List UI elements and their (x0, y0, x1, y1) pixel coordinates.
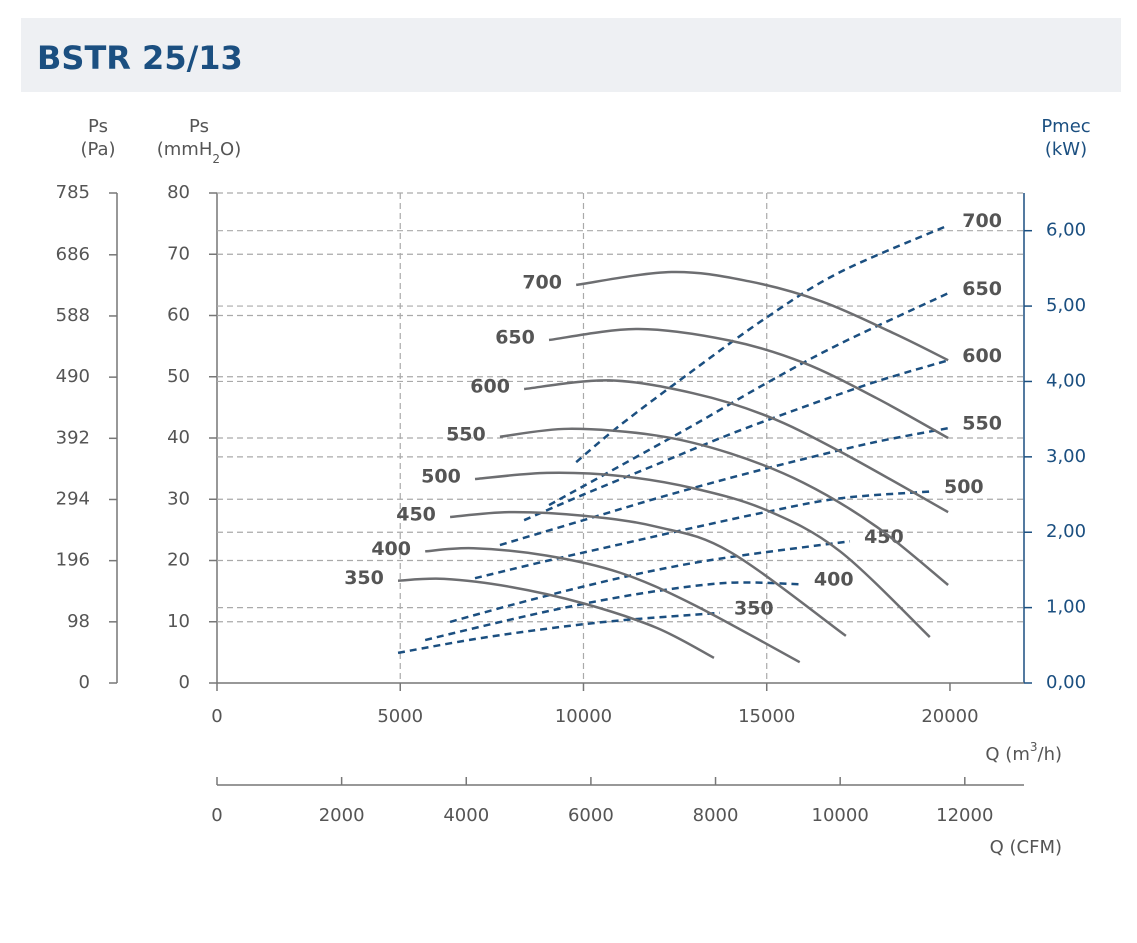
y2-tick-label: 5,00 (1046, 295, 1086, 316)
x-tick-label: 15000 (738, 706, 795, 727)
x-tick-label: 10000 (555, 706, 612, 727)
x-cfm-tick-label: 8000 (693, 805, 739, 826)
power-curve-label: 550 (962, 413, 1002, 435)
x-label-part: Q (m (985, 744, 1029, 765)
y-pa-tick-label: 0 (79, 672, 90, 693)
power-curve (397, 611, 720, 655)
y2-tick-label: 4,00 (1046, 370, 1086, 391)
y-tick-label: 30 (167, 488, 190, 509)
y-tick-label: 40 (167, 427, 190, 448)
y-unit-part: O) (220, 139, 241, 160)
y-tick-label: 10 (167, 611, 190, 632)
y-tick-label: 60 (167, 305, 190, 326)
x-tick-label: 20000 (921, 706, 978, 727)
pressure-curve (474, 471, 931, 638)
pressure-curve (397, 577, 715, 659)
power-curve (575, 224, 949, 464)
x-label-part: /h) (1038, 744, 1063, 765)
y2-name: Pmec (1041, 116, 1090, 137)
y-tick-label: 70 (167, 243, 190, 264)
y-unit-part: (mmH (157, 139, 213, 160)
pressure-curve-label: 650 (495, 327, 535, 349)
x-tick-label: 0 (211, 706, 222, 727)
power-curve (424, 581, 800, 642)
y-unit-sub: 2 (212, 152, 220, 166)
power-curve (449, 540, 851, 624)
pressure-curve-label: 600 (470, 376, 510, 398)
pressure-curve (548, 327, 949, 440)
power-curve (548, 292, 949, 507)
x-cfm-tick-label: 12000 (936, 805, 993, 826)
power-curve (499, 426, 949, 547)
power-curve-label: 400 (814, 569, 854, 591)
y2-tick-label: 2,00 (1046, 521, 1086, 542)
power-curve-label: 600 (962, 345, 1002, 367)
y-tick-label: 50 (167, 366, 190, 387)
y-tick-label: 0 (179, 672, 190, 693)
y-pa-tick-label: 785 (56, 182, 90, 203)
x-cfm-tick-label: 10000 (812, 805, 869, 826)
x-cfm-tick-label: 4000 (443, 805, 489, 826)
pressure-curve-label: 350 (344, 567, 384, 589)
power-curve-label: 650 (962, 278, 1002, 300)
pressure-curve-label: 450 (396, 504, 436, 526)
y-pa-unit: (Pa) (80, 139, 115, 160)
y-pa-tick-label: 392 (56, 427, 90, 448)
x-cfm-label: Q (CFM) (990, 837, 1062, 858)
y-pa-name: Ps (88, 116, 108, 137)
header-bar (21, 18, 1121, 92)
pressure-curve (499, 427, 949, 586)
y-tick-label: 20 (167, 550, 190, 571)
x-cfm-tick-label: 0 (211, 805, 222, 826)
y-pa-tick-label: 196 (56, 550, 90, 571)
pressure-curve (523, 379, 949, 514)
pressure-curve-label: 700 (522, 271, 562, 293)
y-pa-tick-label: 686 (56, 244, 90, 265)
x-cfm-tick-label: 6000 (568, 805, 614, 826)
y2-tick-label: 1,00 (1046, 597, 1086, 618)
x-label: Q (m3/h) (985, 740, 1062, 766)
pressure-curve (425, 546, 801, 664)
power-curve-label: 450 (864, 526, 904, 548)
pressure-curve-label: 500 (421, 466, 461, 488)
power-curve-label: 500 (944, 476, 984, 498)
y-name: Ps (189, 116, 209, 137)
y2-tick-label: 6,00 (1046, 220, 1086, 241)
power-curve (523, 359, 949, 522)
x-tick-label: 5000 (377, 706, 423, 727)
y-pa-tick-label: 588 (56, 305, 90, 326)
power-curve-label: 700 (962, 210, 1002, 232)
pressure-curve-label: 400 (371, 538, 411, 560)
pressure-curve (449, 510, 847, 637)
x-label-sup: 3 (1030, 740, 1038, 754)
power-curve (474, 490, 930, 580)
pressure-curve (575, 270, 949, 362)
y2-tick-label: 0,00 (1046, 672, 1086, 693)
y2-tick-label: 3,00 (1046, 446, 1086, 467)
x-cfm-tick-label: 2000 (319, 805, 365, 826)
y-unit: (mmH2O) (157, 139, 241, 166)
y-pa-tick-label: 490 (56, 366, 90, 387)
pressure-curve-label: 550 (446, 423, 486, 445)
y-pa-tick-label: 294 (56, 488, 90, 509)
y-pa-tick-label: 98 (67, 611, 90, 632)
chart-title: BSTR 25/13 (37, 39, 243, 77)
y2-unit: (kW) (1045, 139, 1087, 160)
y-tick-label: 80 (167, 182, 190, 203)
power-curve-label: 350 (734, 597, 774, 619)
